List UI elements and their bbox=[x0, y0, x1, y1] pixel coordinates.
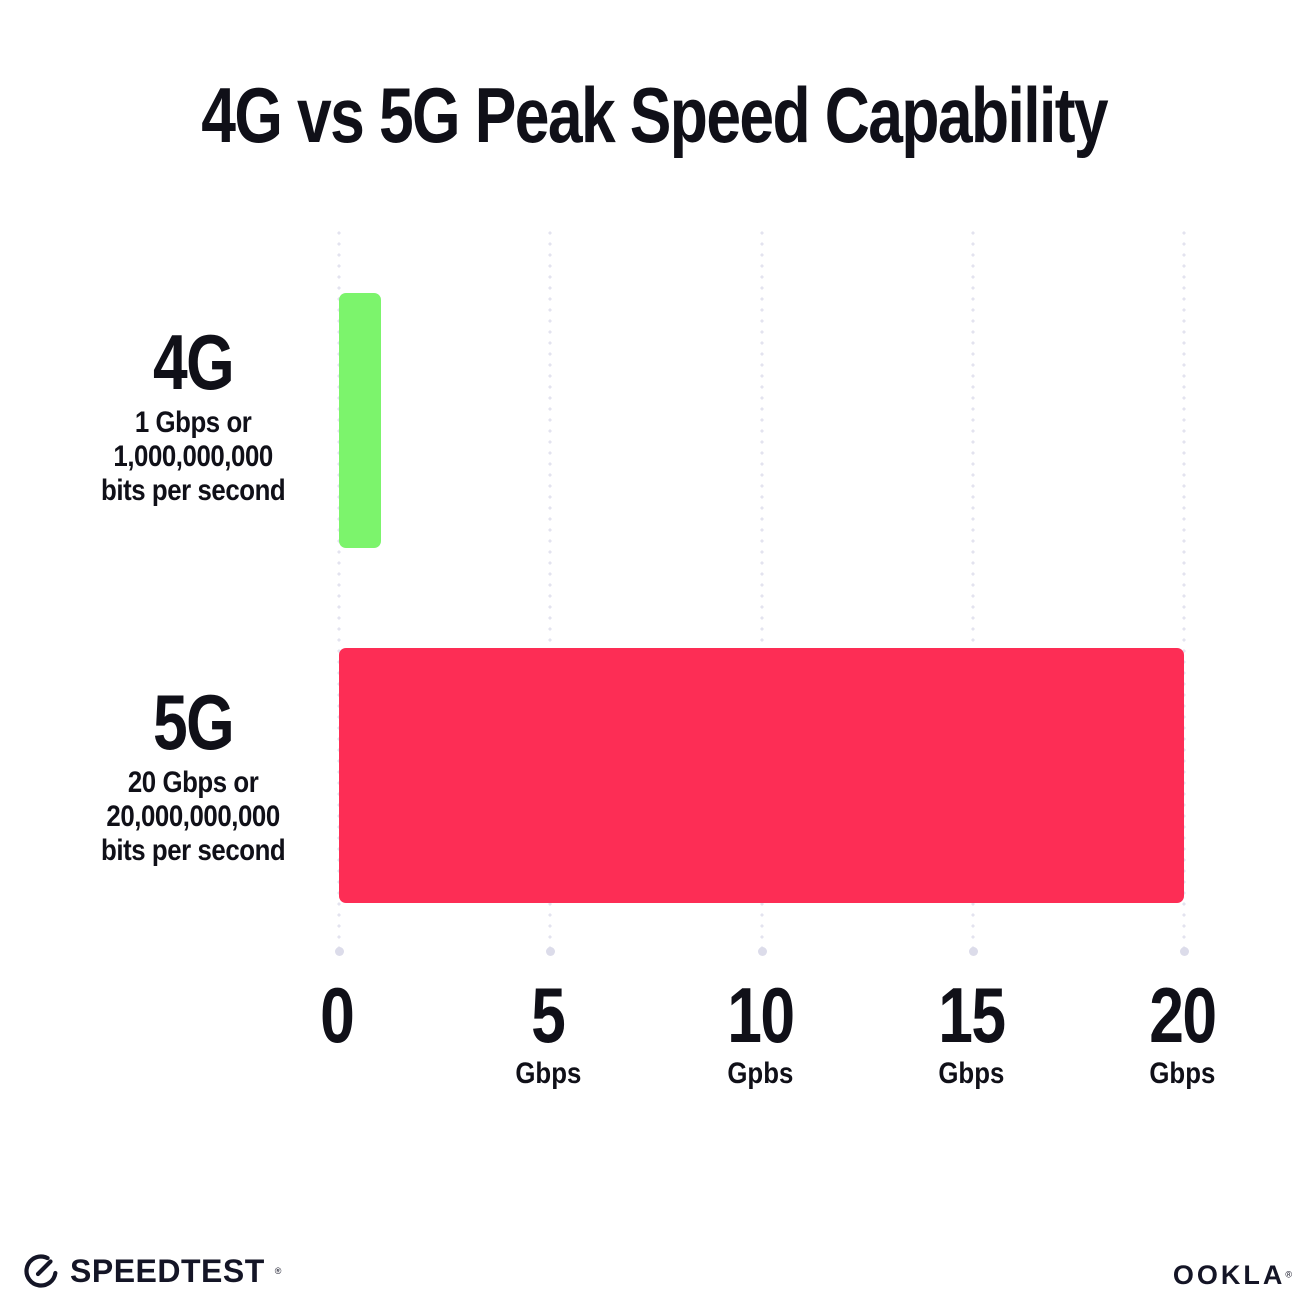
x-tick-unit: Gpbs bbox=[727, 1057, 793, 1090]
row-label-5g: 5G 20 Gbps or 20,000,000,000 bits per se… bbox=[38, 682, 348, 868]
ookla-trademark: ® bbox=[1285, 1269, 1292, 1280]
x-tick-unit: Gbps bbox=[515, 1057, 581, 1090]
x-tick-15: 15 Gbps bbox=[861, 974, 1081, 1091]
bar-4g bbox=[339, 293, 381, 548]
gridline-end-dot bbox=[758, 947, 767, 956]
gridline-end-dot bbox=[1180, 947, 1189, 956]
x-tick-value: 15 bbox=[937, 971, 1006, 1059]
row-sublabel-line: 20,000,000,000 bbox=[106, 800, 280, 833]
row-sublabel-line: bits per second bbox=[100, 474, 286, 507]
gridline-0gbps bbox=[335, 228, 344, 956]
gridline-10gbps bbox=[758, 228, 767, 956]
gridline-15gbps bbox=[969, 228, 978, 956]
row-sublabel-line: 1 Gbps or bbox=[134, 406, 252, 439]
x-tick-value: 5 bbox=[531, 971, 566, 1059]
x-tick-20: 20 Gbps bbox=[1072, 974, 1292, 1091]
speedtest-wordmark: SPEEDTEST bbox=[70, 1252, 265, 1289]
speedtest-logo: SPEEDTEST ® bbox=[22, 1252, 281, 1290]
ookla-wordmark: OOKLA bbox=[1172, 1260, 1286, 1290]
speedometer-gauge-icon bbox=[24, 1254, 58, 1288]
gridline-20gbps bbox=[1180, 228, 1189, 956]
gridline-end-dot bbox=[969, 947, 978, 956]
x-tick-unit bbox=[227, 1057, 447, 1091]
gridline-5gbps bbox=[546, 228, 555, 956]
row-sublabel-line: 20 Gbps or bbox=[127, 766, 259, 799]
row-sublabel-line: bits per second bbox=[100, 834, 286, 867]
row-sublabel-5g: 20 Gbps or 20,000,000,000 bits per secon… bbox=[100, 766, 286, 868]
row-name-4g: 4G bbox=[152, 318, 235, 406]
page-title-text: 4G vs 5G Peak Speed Capability bbox=[201, 71, 1108, 160]
row-sublabel-line: 1,000,000,000 bbox=[113, 440, 273, 473]
speedtest-trademark: ® bbox=[274, 1266, 282, 1276]
x-tick-unit: Gbps bbox=[1149, 1057, 1215, 1090]
page-title: 4G vs 5G Peak Speed Capability bbox=[0, 70, 1308, 161]
x-tick-value: 10 bbox=[726, 971, 795, 1059]
gridline-end-dot bbox=[546, 947, 555, 956]
row-name-5g: 5G bbox=[152, 678, 235, 766]
gridline-end-dot bbox=[335, 947, 344, 956]
x-tick-value: 0 bbox=[320, 971, 355, 1059]
x-tick-10: 10 Gpbs bbox=[650, 974, 870, 1091]
bar-5g bbox=[339, 648, 1184, 903]
row-sublabel-4g: 1 Gbps or 1,000,000,000 bits per second bbox=[100, 406, 286, 508]
x-tick-0: 0 bbox=[227, 974, 447, 1091]
x-tick-value: 20 bbox=[1148, 971, 1217, 1059]
ookla-logo: OOKLA® bbox=[1173, 1260, 1292, 1291]
x-tick-unit: Gbps bbox=[938, 1057, 1004, 1090]
x-tick-5: 5 Gbps bbox=[438, 974, 658, 1091]
row-label-4g: 4G 1 Gbps or 1,000,000,000 bits per seco… bbox=[38, 322, 348, 508]
